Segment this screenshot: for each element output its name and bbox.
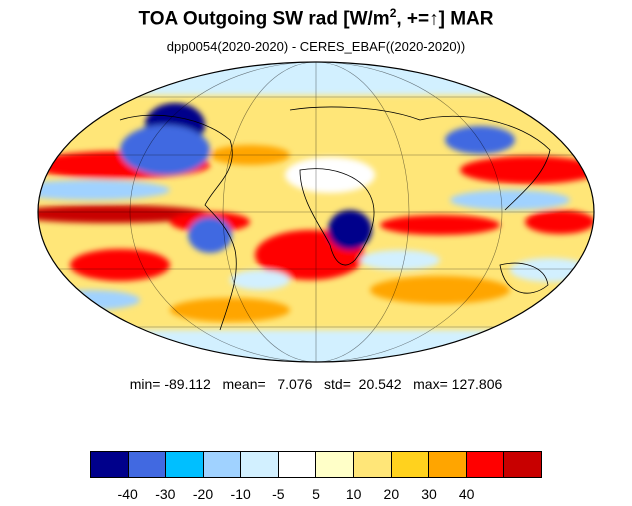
colorbar-tick-label: -40 [117, 486, 138, 502]
map-subtitle: dpp0054(2020-2020) - CERES_EBAF((2020-20… [166, 39, 466, 54]
colorbar-swatch [91, 452, 129, 477]
colorbar-tick-label: 30 [421, 486, 437, 502]
colorbar-tick-label: 5 [312, 486, 320, 502]
colorbar-swatch [278, 452, 317, 477]
colorbar-tick-label: -20 [192, 486, 214, 502]
field-statistics: min= -89.112 mean= 7.076 std= 20.542 max… [129, 376, 503, 392]
colorbar-swatch [504, 452, 541, 477]
colorbar-swatch [354, 452, 392, 477]
colorbar-swatch [316, 452, 355, 477]
colorbar-swatch [429, 452, 467, 477]
map-title: TOA Outgoing SW rad [W/m2, +=↑] MAR [138, 6, 494, 30]
colorbar-tick-label: 20 [383, 486, 400, 502]
colorbar-swatch [166, 452, 204, 477]
colorbar-swatch [128, 452, 167, 477]
colorbar-swatch [466, 452, 505, 477]
colorbar-tick-label: -5 [272, 486, 285, 502]
colorbar [90, 451, 542, 478]
colorbar-swatch [203, 452, 242, 477]
colorbar-tick-label: -30 [155, 486, 176, 502]
colorbar-tick-label: 40 [458, 486, 475, 502]
colorbar-swatch [391, 452, 430, 477]
globe-outline [37, 61, 595, 363]
colorbar-tick-label: 10 [345, 486, 362, 502]
colorbar-swatch [241, 452, 279, 477]
anomaly-field [38, 62, 594, 362]
colorbar-tick-label: -10 [230, 486, 251, 502]
